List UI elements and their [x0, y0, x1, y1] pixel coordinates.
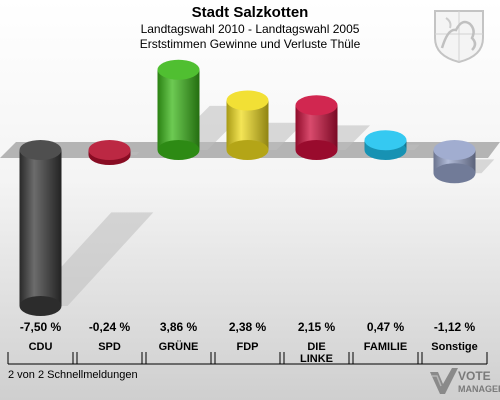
value-label: -0,24 %	[89, 320, 131, 334]
bar-top-cap	[88, 140, 131, 160]
bar-familie	[364, 130, 407, 160]
coat-of-arms-icon	[434, 10, 484, 64]
chart-title: Stadt Salzkotten	[191, 4, 309, 21]
bar-top-cap	[433, 140, 476, 160]
bar-bottom-cap	[295, 140, 338, 160]
bar-bottom-cap	[433, 163, 476, 184]
bar-top-cap	[364, 130, 407, 151]
brand-vote: VOTE	[458, 369, 491, 383]
bar-top-cap	[19, 140, 62, 160]
votemanager-logo: VOTE MANAGER	[430, 368, 500, 394]
category-label: SPD	[98, 341, 121, 353]
value-label: -1,12 %	[434, 320, 476, 334]
brand-manager: MANAGER	[458, 384, 500, 394]
bar-top-cap	[226, 90, 269, 111]
bar-grüne	[157, 59, 200, 160]
value-label: 2,15 %	[298, 320, 336, 334]
bar-die-linke	[295, 95, 338, 160]
bar-top-cap	[157, 59, 200, 80]
category-label: DIE	[307, 341, 325, 353]
chart-subtitle-2: Erststimmen Gewinne und Verluste Thüle	[139, 37, 361, 51]
value-label: 0,47 %	[367, 320, 405, 334]
bar-bottom-cap	[157, 140, 200, 160]
bar-body	[157, 69, 200, 150]
category-label: LINKE	[300, 353, 333, 365]
category-label: FDP	[237, 341, 259, 353]
value-label: 2,38 %	[229, 320, 267, 334]
chart-subtitle: Landtagswahl 2010 - Landtagswahl 2005	[140, 22, 360, 36]
category-label: FAMILIE	[364, 341, 407, 353]
value-label: 3,86 %	[160, 320, 198, 334]
bar-fdp	[226, 90, 269, 160]
category-label: Sonstige	[431, 341, 477, 353]
bar-cdu	[19, 140, 62, 316]
footer-note: 2 von 2 Schnellmeldungen	[8, 369, 138, 381]
category-label: GRÜNE	[159, 340, 199, 353]
bar-bottom-cap	[226, 140, 269, 160]
bar-bottom-cap	[19, 296, 62, 316]
bar-body	[19, 150, 62, 306]
bar-top-cap	[295, 95, 338, 116]
category-label: CDU	[29, 341, 53, 353]
value-label: -7,50 %	[20, 320, 62, 334]
bar-spd	[88, 140, 131, 165]
bar-sonstige	[433, 140, 476, 184]
